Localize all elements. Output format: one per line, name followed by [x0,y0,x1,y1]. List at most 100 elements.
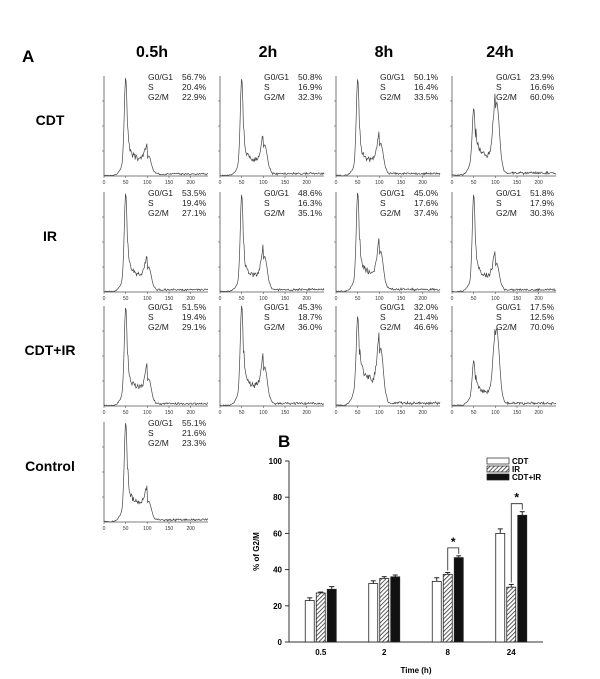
x-tick-label: 50 [123,526,129,532]
x-tick-label: 200 [186,410,195,416]
phase-value: 27.1% [182,208,207,218]
phase-value: 16.6% [530,82,555,92]
y-tick-label: 100 [269,457,283,466]
phase-label: G0/G1 [264,188,290,198]
legend-swatch [486,465,510,473]
phase-label: S [148,198,154,208]
x-tick-label: 200 [302,410,311,416]
histogram-curve [219,194,325,293]
phase-label: G0/G1 [264,72,290,82]
histogram-panel: 0 50 100 150 200 G0/G1 48.6% S 16.3% G2/M 35.1% [208,186,326,307]
phase-value: 33.5% [414,92,439,102]
bar-cdt [304,600,315,643]
y-axis-label: % of G2/M [252,532,261,571]
x-tick-label: 50 [355,296,361,302]
histogram-curve [335,79,441,177]
phase-value: 45.0% [414,188,439,198]
phase-value: 51.5% [182,302,207,312]
phase-label: G0/G1 [496,188,522,198]
phase-stats: G0/G1 51.5% S 19.4% G2/M 29.1% [148,302,209,332]
x-tick-label: 0 [335,180,338,186]
phase-value: 19.4% [182,198,207,208]
y-tick-label: 60 [273,529,282,538]
phase-value: 48.6% [298,188,323,198]
phase-value: 37.4% [414,208,439,218]
x-tick-label: 150 [397,296,406,302]
histogram-curve [451,327,557,407]
significance-marker: * [451,535,456,549]
phase-label: S [148,312,154,322]
x-tick-label: 50 [123,180,129,186]
phase-label: S [148,428,154,438]
histogram-panel: 0 50 100 150 200 G0/G1 50.8% S 16.9% G2/M 32.3% [208,70,326,191]
phase-stats: G0/G1 17.5% S 12.5% G2/M 70.0% [496,302,557,332]
x-tick-label: 50 [239,410,245,416]
phase-value: 17.5% [530,302,555,312]
x-tick-label: 100 [491,410,500,416]
x-tick-label: 8 [446,648,451,657]
x-tick-label: 150 [281,180,290,186]
x-tick-label: 50 [355,180,361,186]
row-label: CDT [35,112,65,128]
phase-value: 35.1% [298,208,323,218]
x-tick-label: 150 [397,180,406,186]
phase-label: S [264,312,270,322]
bar-cdt [495,533,506,643]
phase-label: G0/G1 [148,72,174,82]
column-title: 8h [374,44,394,61]
column-title: 0.5h [135,44,168,61]
phase-value: 16.4% [414,82,439,92]
x-tick-label: 0.5 [315,648,327,657]
bar-ir [315,592,326,643]
phase-value: 19.4% [182,312,207,322]
phase-stats: G0/G1 51.8% S 17.9% G2/M 30.3% [496,188,557,218]
x-tick-label: 100 [491,180,500,186]
phase-label: G2/M [264,92,285,102]
x-tick-label: 150 [165,296,174,302]
phase-value: 22.9% [182,92,207,102]
x-tick-label: 0 [219,296,222,302]
phase-value: 55.1% [182,418,207,428]
x-tick-label: 200 [302,296,311,302]
x-tick-label: 50 [123,410,129,416]
x-tick-label: 0 [219,410,222,416]
phase-label: S [380,312,386,322]
row-label: IR [43,228,57,244]
x-tick-label: 150 [513,180,522,186]
row-label: CDT+IR [24,342,76,358]
histogram-panel: 0 50 100 150 200 G0/G1 51.8% S 17.9% G2/M 30.3% [440,186,558,307]
x-tick-label: 24 [507,648,516,657]
phase-value: 56.7% [182,72,207,82]
x-tick-label: 200 [418,410,427,416]
phase-label: S [264,82,270,92]
significance-bracket [447,547,460,571]
x-tick-label: 100 [375,296,384,302]
x-tick-label: 0 [103,526,106,532]
histogram-curve [219,79,325,177]
histogram-panel: 0 50 100 150 200 G0/G1 55.1% S 21.6% G2/M 23.3% [92,416,210,537]
x-tick-label: 50 [471,410,477,416]
phase-value: 53.5% [182,188,207,198]
phase-value: 32.3% [298,92,323,102]
phase-label: G0/G1 [380,302,406,312]
phase-stats: G0/G1 50.1% S 16.4% G2/M 33.5% [380,72,441,102]
histogram-panel: 0 50 100 150 200 G0/G1 32.0% S 21.4% G2/M 46.6% [324,300,442,421]
x-tick-label: 0 [219,180,222,186]
phase-stats: G0/G1 23.9% S 16.6% G2/M 60.0% [496,72,557,102]
phase-label: G2/M [380,92,401,102]
phase-label: G2/M [380,208,401,218]
phase-label: G2/M [380,322,401,332]
histogram-panel: 0 50 100 150 200 G0/G1 51.5% S 19.4% G2/M 29.1% [92,300,210,421]
legend-label: IR [512,465,520,474]
x-tick-label: 100 [143,180,152,186]
row-label: Control [25,458,75,474]
histogram-panel: 0 50 100 150 200 G0/G1 17.5% S 12.5% G2/M 70.0% [440,300,558,421]
phase-label: S [496,198,502,208]
phase-label: S [496,82,502,92]
phase-label: G2/M [148,208,169,218]
x-tick-label: 150 [165,410,174,416]
histogram-curve [104,307,209,407]
histogram-curve [335,192,441,293]
x-tick-label: 0 [451,296,454,302]
phase-value: 12.5% [530,312,555,322]
